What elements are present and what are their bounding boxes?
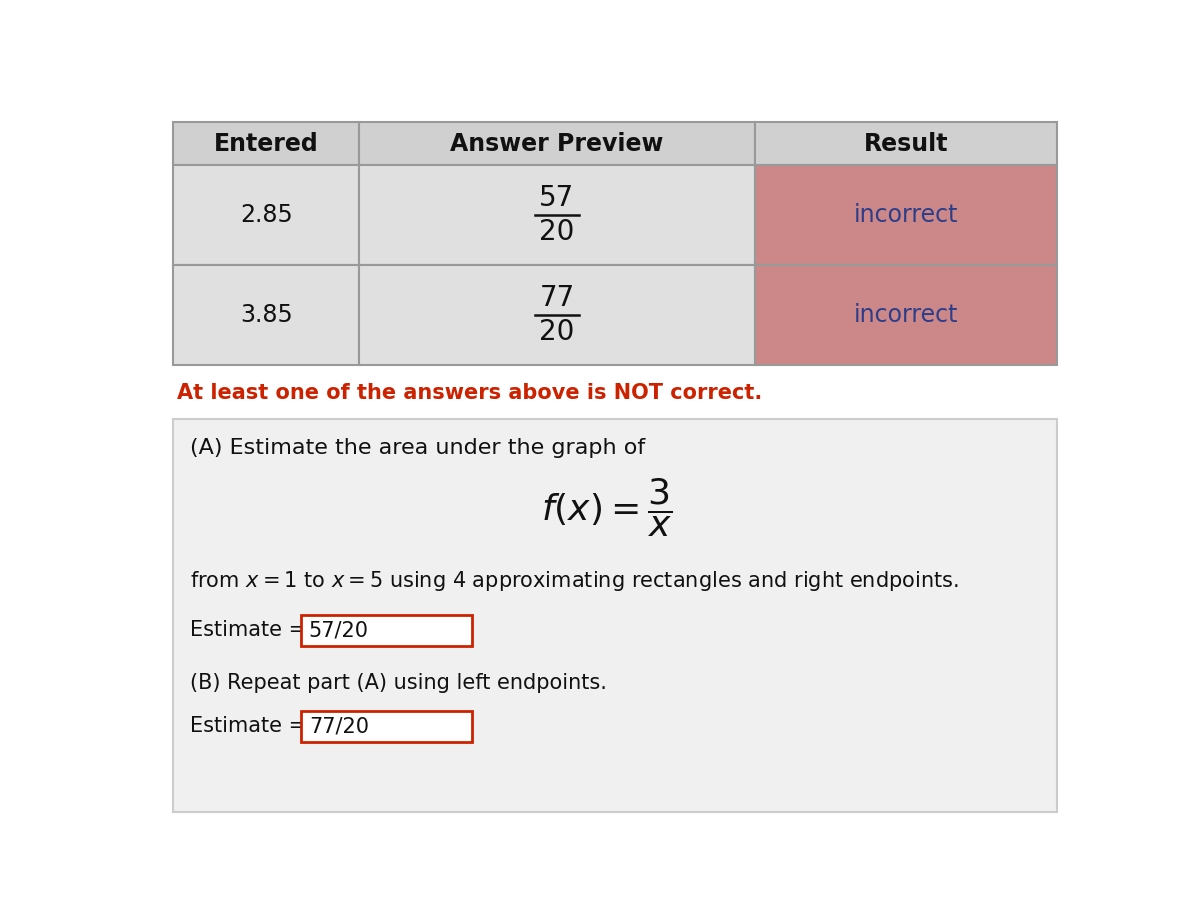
Text: 57/20: 57/20: [308, 621, 368, 640]
Text: Answer Preview: Answer Preview: [450, 131, 664, 155]
Bar: [173, 164, 359, 265]
Text: Result: Result: [863, 131, 948, 155]
Text: Entered: Entered: [214, 131, 319, 155]
Bar: [301, 615, 472, 646]
Text: incorrect: incorrect: [853, 303, 958, 327]
Text: 20: 20: [539, 318, 575, 346]
Bar: [755, 265, 1057, 365]
Bar: [173, 419, 1057, 811]
Text: 2.85: 2.85: [240, 203, 293, 226]
Text: 77/20: 77/20: [308, 717, 368, 736]
Text: 57: 57: [539, 184, 575, 212]
Bar: [173, 122, 359, 164]
Bar: [359, 122, 755, 164]
Text: 3.85: 3.85: [240, 303, 293, 327]
Bar: [359, 265, 755, 365]
Bar: [359, 164, 755, 265]
Bar: [173, 265, 359, 365]
Text: $f(x) = \dfrac{3}{x}$: $f(x) = \dfrac{3}{x}$: [541, 476, 673, 539]
Text: Estimate =: Estimate =: [191, 620, 313, 639]
Text: 77: 77: [539, 284, 575, 312]
Text: (A) Estimate the area under the graph of: (A) Estimate the area under the graph of: [191, 438, 646, 458]
Text: 20: 20: [539, 218, 575, 246]
Text: At least one of the answers above is NOT correct.: At least one of the answers above is NOT…: [178, 383, 762, 403]
Bar: [755, 164, 1057, 265]
Text: Estimate =: Estimate =: [191, 716, 313, 736]
Bar: [301, 711, 472, 742]
Text: incorrect: incorrect: [853, 203, 958, 226]
Bar: [755, 122, 1057, 164]
Text: from $x = 1$ to $x = 5$ using 4 approximating rectangles and right endpoints.: from $x = 1$ to $x = 5$ using 4 approxim…: [191, 569, 959, 593]
Text: (B) Repeat part (A) using left endpoints.: (B) Repeat part (A) using left endpoints…: [191, 673, 607, 693]
